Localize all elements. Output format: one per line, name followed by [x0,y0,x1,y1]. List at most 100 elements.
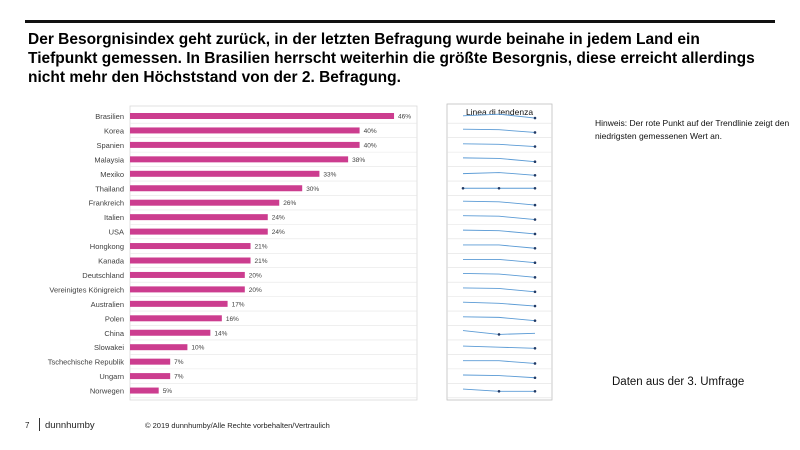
trend-lowest-marker [533,376,537,380]
bar [130,113,395,119]
bar-value-label: 40% [364,142,377,149]
bar-value-label: 26% [283,200,296,207]
bar-category-label: Korea [104,126,125,135]
trend-lowest-marker [533,261,537,264]
copyright-text: © 2019 dunnhumby/Alle Rechte vorbehalten… [145,421,330,430]
bar-value-label: 17% [232,301,245,308]
bar [130,344,188,351]
trend-line [462,143,536,147]
bar-value-label: 5% [163,388,173,395]
trend-line [463,258,536,264]
bar-category-label: Kanada [98,257,125,266]
bar-category-label: Spanien [96,141,124,150]
hint-note: Hinweis: Der rote Punkt auf der Trendlin… [595,118,790,141]
trend-lowest-marker [533,304,537,308]
trend-lowest-marker [533,145,537,148]
trend-lowest-marker [533,173,537,177]
bar-category-label: Slowakei [94,343,124,352]
bar [130,127,360,134]
trend-line [462,345,536,349]
bar-category-label: USA [109,228,124,237]
bar [130,141,360,148]
bar-category-label: Polen [105,314,124,323]
bar [130,199,280,206]
trend-line [462,374,536,379]
brand-logo-text: dunnhumby [45,420,95,431]
trend-lowest-marker [533,347,537,350]
trend-lowest-marker [533,362,537,365]
bar [130,271,245,278]
bar-value-label: 21% [255,258,268,265]
trend-line [462,316,536,322]
bar-category-label: Ungarn [99,372,124,381]
trend-line [462,157,536,163]
trend-lowest-marker [533,276,537,279]
bar-category-label: Italien [104,213,124,222]
bar-category-label: Malaysia [94,155,124,164]
trend-lowest-marker [533,246,537,250]
trend-line [462,287,536,293]
bar [130,228,268,235]
bar-value-label: 16% [226,316,239,323]
bar-category-label: Mexiko [100,170,124,179]
trend-panel [446,103,553,401]
trend-lowest-marker [497,186,501,190]
trend-lowest-marker [533,319,537,322]
trend-title: Linea di tendenza [466,107,533,117]
data-source-note: Daten aus der 3. Umfrage [612,376,745,388]
bar-category-label: Thailand [95,184,124,193]
trend-lowest-marker [497,389,501,393]
bar-value-label: 38% [352,157,365,164]
trend-lowest-marker [533,160,537,164]
trend-line [463,360,536,364]
page-headline: Der Besorgnisindex geht zurück, in der l… [28,31,755,86]
trend-lowest-marker [497,333,501,336]
trend-lowest-marker [533,131,537,134]
bar [130,329,211,336]
bar [130,257,251,264]
page-number: 7 [25,421,30,430]
trend-line [462,172,536,176]
bar-value-label: 20% [249,287,262,294]
bar-category-label: Deutschland [82,271,124,280]
bar [130,243,251,250]
bar [130,286,245,293]
trend-line [462,200,536,206]
trend-line [462,215,536,220]
trend-line [462,273,536,278]
top-rule [25,20,775,23]
bar [130,387,159,394]
trend-line [462,128,536,133]
bar-value-label: 24% [272,229,285,236]
bar [130,156,349,163]
bar-category-label: Hongkong [90,242,124,251]
bar-value-label: 33% [323,171,336,178]
trend-line [462,301,536,307]
bar [130,170,320,177]
bar-value-label: 46% [398,114,411,121]
bar-value-label: 14% [214,330,227,337]
bar-category-label: Norwegen [90,387,124,396]
footer-divider [39,418,40,431]
bar [130,300,228,307]
trend-lowest-marker [533,290,537,294]
trend-line [462,113,536,119]
bar-category-label: Brasilien [95,112,124,121]
trend-chart: Linea di tendenza [446,103,553,401]
trend-line [463,244,536,249]
bar [130,185,303,192]
bar-value-label: 10% [191,345,204,352]
trend-lowest-marker [533,116,537,120]
bar-value-label: 30% [306,186,319,193]
bar-category-label: Frankreich [89,199,124,208]
bar [130,315,222,322]
bar-category-label: Australien [91,300,124,309]
bar-value-label: 7% [174,374,184,381]
trend-line [462,229,536,235]
bar [130,358,171,365]
bar [130,373,171,380]
trend-lowest-marker [461,186,465,190]
bar-category-label: China [104,329,124,338]
trend-lowest-marker [533,186,537,190]
bar-value-label: 24% [272,215,285,222]
